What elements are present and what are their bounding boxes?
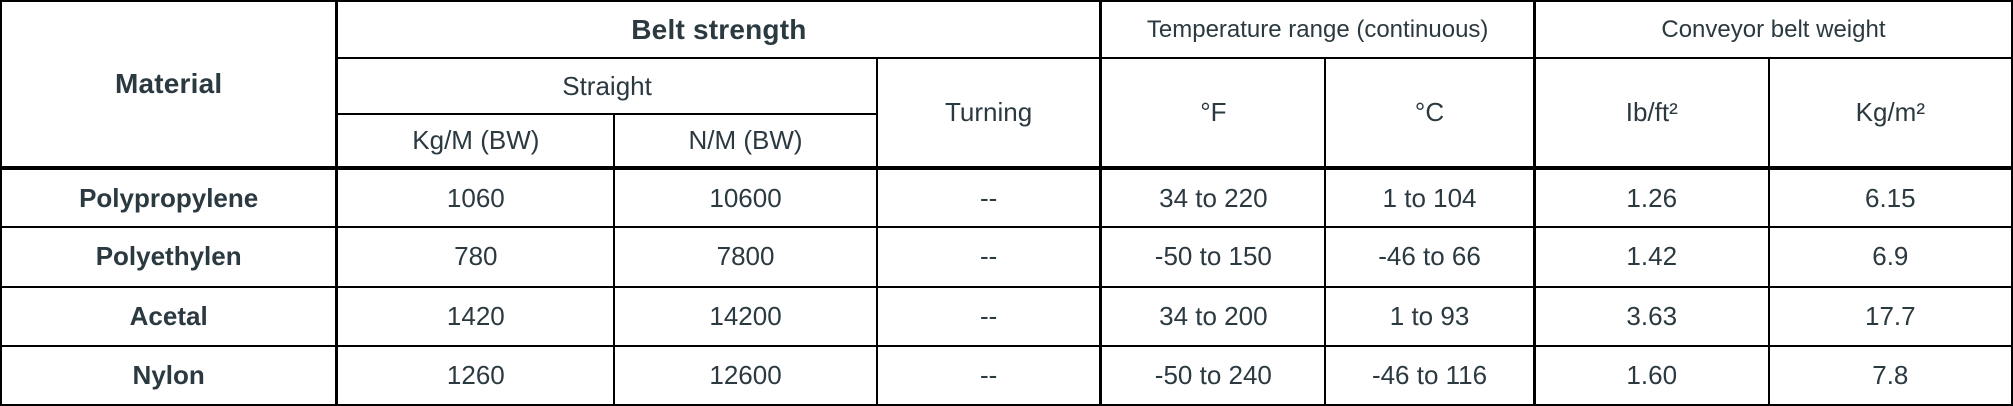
table-row-polyethylen: Polyethylen 780 7800 -- -50 to 150 -46 t… — [0, 226, 2013, 288]
cell-kg-m2: 7.8 — [1767, 344, 2013, 406]
header-belt-strength: Belt strength — [335, 0, 1102, 59]
cell-deg-c: -46 to 66 — [1324, 226, 1536, 288]
cell-material: Nylon — [0, 344, 338, 406]
header-row-units: Kg/M (BW) N/M (BW) — [1, 113, 2012, 169]
header-material: Material — [0, 0, 338, 169]
cell-deg-f: 34 to 200 — [1099, 285, 1327, 347]
cell-n-m: 12600 — [613, 344, 878, 406]
cell-material: Polyethylen — [0, 226, 338, 288]
cell-lb-ft2: 1.60 — [1532, 344, 1770, 406]
header-lb-ft2: Ib/ft² — [1532, 57, 1770, 169]
cell-turning: -- — [875, 226, 1102, 288]
header-kg-m2: Kg/m² — [1767, 57, 2013, 169]
cell-lb-ft2: 1.26 — [1532, 165, 1770, 229]
header-conveyor-belt-weight: Conveyor belt weight — [1532, 0, 2013, 59]
header-kg-m-bw: Kg/M (BW) — [335, 113, 616, 169]
cell-material: Polypropylene — [0, 165, 338, 229]
table-header: Material Belt strength Temperature range… — [0, 0, 2013, 169]
cell-kg-m2: 6.15 — [1767, 165, 2013, 229]
cell-lb-ft2: 3.63 — [1532, 285, 1770, 347]
cell-n-m: 7800 — [613, 226, 878, 288]
cell-turning: -- — [875, 344, 1102, 406]
cell-n-m: 14200 — [613, 285, 878, 347]
cell-turning: -- — [875, 165, 1102, 229]
cell-deg-f: 34 to 220 — [1099, 165, 1327, 229]
cell-kg-m: 1420 — [335, 285, 616, 347]
cell-kg-m2: 6.9 — [1767, 226, 2013, 288]
header-deg-f: °F — [1099, 57, 1327, 169]
cell-n-m: 10600 — [613, 165, 878, 229]
header-straight: Straight — [335, 57, 878, 115]
table-body: Polypropylene 1060 10600 -- 34 to 220 1 … — [0, 165, 2013, 406]
table-row-polypropylene: Polypropylene 1060 10600 -- 34 to 220 1 … — [0, 165, 2013, 229]
cell-kg-m: 1060 — [335, 165, 616, 229]
header-row-groups: Material Belt strength Temperature range… — [0, 0, 2013, 169]
cell-kg-m: 1260 — [335, 344, 616, 406]
table-row-acetal: Acetal 1420 14200 -- 34 to 200 1 to 93 3… — [0, 285, 2013, 347]
cell-kg-m: 780 — [335, 226, 616, 288]
header-n-m-bw: N/M (BW) — [613, 113, 878, 169]
cell-kg-m2: 17.7 — [1767, 285, 2013, 347]
table-row-nylon: Nylon 1260 12600 -- -50 to 240 -46 to 11… — [0, 344, 2013, 406]
cell-material: Acetal — [0, 285, 338, 347]
cell-deg-c: 1 to 104 — [1324, 165, 1536, 229]
header-row-subgroups: Straight Turning °F °C Ib/ft² Kg/m² — [1, 57, 2013, 169]
cell-deg-c: -46 to 116 — [1324, 344, 1536, 406]
cell-turning: -- — [875, 285, 1102, 347]
cell-deg-f: -50 to 150 — [1099, 226, 1327, 288]
header-deg-c: °C — [1324, 57, 1536, 169]
cell-lb-ft2: 1.42 — [1532, 226, 1770, 288]
header-temperature-range: Temperature range (continuous) — [1099, 0, 1536, 59]
header-turning: Turning — [875, 57, 1102, 169]
cell-deg-c: 1 to 93 — [1324, 285, 1536, 347]
cell-deg-f: -50 to 240 — [1099, 344, 1327, 406]
